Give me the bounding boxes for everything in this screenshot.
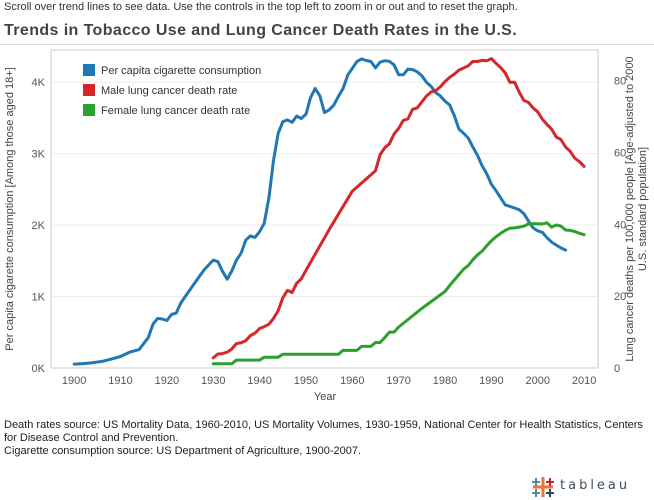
x-tick-label: 1920 — [155, 375, 179, 387]
y-right-tick-label: 60 — [614, 147, 626, 159]
tableau-logo-icon[interactable] — [530, 475, 556, 499]
title-divider — [0, 44, 654, 45]
x-tick-label: 1910 — [108, 375, 132, 387]
sources-note: Death rates source: US Mortality Data, 1… — [4, 419, 649, 458]
x-tick-label: 1990 — [479, 375, 503, 387]
instructions-text: Scroll over trend lines to see data. Use… — [4, 1, 518, 13]
y-right-tick-label: 0 — [614, 363, 620, 375]
x-axis-title: Year — [314, 391, 337, 403]
y-axis-right-title-line1: Lung cancer deaths per 100,000 people [A… — [624, 56, 636, 361]
tableau-logo-text[interactable]: tableau — [560, 478, 631, 493]
x-tick-label: 2000 — [525, 375, 549, 387]
source-death-rates: Death rates source: US Mortality Data, 1… — [4, 419, 643, 444]
plot-frame — [50, 49, 599, 369]
y-right-tick-label: 80 — [614, 76, 626, 88]
x-tick-label: 1940 — [247, 375, 271, 387]
axis-ticks: 1900 1910 1920 1930 1940 1950 1960 1970 1980 1990… — [32, 76, 627, 387]
y-left-tick-label: 2K — [32, 220, 46, 232]
x-tick-label: 1950 — [294, 375, 318, 387]
legend-swatch[interactable] — [83, 84, 95, 96]
source-cigarettes: Cigarette consumption source: US Departm… — [4, 445, 362, 457]
legend[interactable]: Per capita cigarette consumption Male lun… — [83, 64, 261, 117]
line-chart[interactable]: 1900 1910 1920 1930 1940 1950 1960 1970 1980 1990… — [0, 45, 654, 413]
x-tick-label: 1960 — [340, 375, 364, 387]
series-line[interactable] — [211, 57, 586, 360]
series-line[interactable] — [211, 221, 586, 366]
y-axis-right-title-line2: U.S. standard population] — [637, 147, 649, 271]
series-lines[interactable] — [72, 57, 586, 366]
y-axis-left-title: Per capita cigarette consumption [Among … — [4, 67, 16, 350]
page-title: Trends in Tobacco Use and Lung Cancer De… — [4, 22, 518, 39]
y-right-tick-label: 40 — [614, 219, 626, 231]
x-tick-label: 2010 — [572, 375, 596, 387]
x-tick-label: 1980 — [433, 375, 457, 387]
legend-swatch[interactable] — [83, 64, 95, 76]
x-tick-label: 1970 — [386, 375, 410, 387]
series-line[interactable] — [72, 57, 568, 366]
y-right-tick-label: 20 — [614, 291, 626, 303]
y-left-tick-label: 1K — [32, 292, 46, 304]
legend-label[interactable]: Per capita cigarette consumption — [101, 65, 261, 77]
legend-label[interactable]: Male lung cancer death rate — [101, 85, 237, 97]
legend-swatch[interactable] — [83, 104, 95, 116]
legend-label[interactable]: Female lung cancer death rate — [101, 105, 250, 117]
gridlines — [51, 81, 598, 298]
x-tick-label: 1900 — [62, 375, 86, 387]
x-tick-label: 1930 — [201, 375, 225, 387]
y-left-tick-label: 0K — [32, 363, 46, 375]
y-left-tick-label: 3K — [32, 149, 46, 161]
y-left-tick-label: 4K — [32, 77, 46, 89]
